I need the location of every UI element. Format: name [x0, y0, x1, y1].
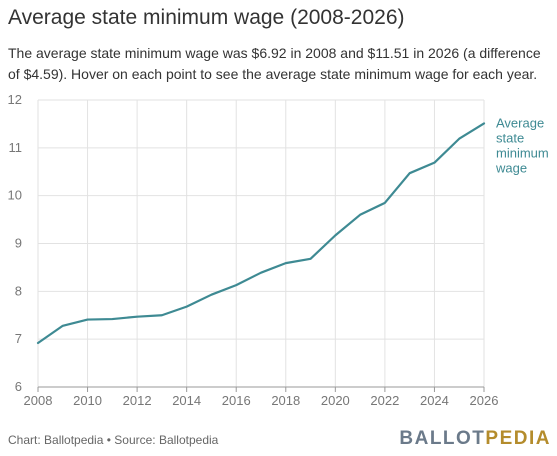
data-point[interactable] [132, 312, 142, 322]
data-point[interactable] [380, 198, 390, 208]
series-label-line: state [496, 130, 524, 145]
y-tick-label: 12 [8, 92, 22, 107]
data-point[interactable] [281, 258, 291, 268]
ballotpedia-logo[interactable]: BALLOTPEDIA [399, 428, 551, 450]
data-point[interactable] [479, 118, 489, 128]
y-tick-label: 11 [9, 140, 23, 155]
y-tick-label: 8 [15, 283, 22, 298]
y-tick-label: 7 [15, 331, 22, 346]
data-point[interactable] [58, 321, 68, 331]
x-tick-label: 2012 [123, 393, 152, 408]
data-point[interactable] [33, 338, 43, 348]
chart-subtitle: The average state minimum wage was $6.92… [8, 45, 541, 82]
chart-source: Chart: Ballotpedia • Source: Ballotpedia [8, 433, 219, 447]
data-point[interactable] [157, 310, 167, 320]
data-point[interactable] [182, 302, 192, 312]
y-tick-label: 9 [15, 236, 22, 251]
x-tick-label: 2008 [24, 393, 53, 408]
series-label-line: minimum [496, 145, 549, 160]
logo-part-pedia: PEDIA [485, 428, 551, 449]
data-point[interactable] [405, 168, 415, 178]
x-tick-label: 2010 [73, 393, 102, 408]
series-label-line: Average [496, 115, 544, 130]
data-point[interactable] [330, 230, 340, 240]
x-tick-label: 2020 [321, 393, 350, 408]
data-point[interactable] [231, 280, 241, 290]
y-tick-label: 6 [15, 379, 22, 394]
x-tick-label: 2026 [470, 393, 499, 408]
data-point[interactable] [355, 210, 365, 220]
chart-title: Average state minimum wage (2008-2026) [8, 6, 405, 29]
x-tick-label: 2018 [271, 393, 300, 408]
logo-part-ballot: BALLOT [399, 428, 486, 449]
series-label-line: wage [495, 160, 527, 175]
data-point[interactable] [256, 268, 266, 278]
data-point[interactable] [429, 158, 439, 168]
data-point[interactable] [454, 134, 464, 144]
data-point[interactable] [107, 314, 117, 324]
data-point[interactable] [306, 254, 316, 264]
y-tick-label: 10 [8, 188, 22, 203]
x-tick-label: 2014 [172, 393, 201, 408]
series-line [36, 122, 486, 345]
x-tick-label: 2016 [222, 393, 251, 408]
x-tick-label: 2024 [420, 393, 449, 408]
x-tick-label: 2022 [370, 393, 399, 408]
data-point[interactable] [206, 290, 216, 300]
data-point[interactable] [83, 315, 93, 325]
